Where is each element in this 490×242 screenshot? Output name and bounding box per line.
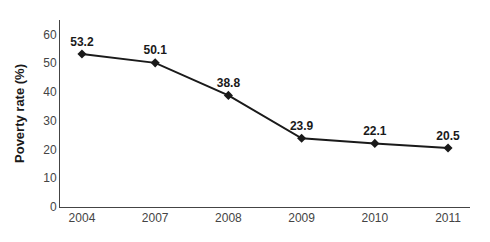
svg-text:10: 10 xyxy=(43,171,57,185)
svg-text:20.5: 20.5 xyxy=(436,129,460,143)
svg-text:53.2: 53.2 xyxy=(70,35,94,49)
svg-text:2011: 2011 xyxy=(435,211,461,225)
svg-text:Poverty rate (%): Poverty rate (%) xyxy=(12,64,27,163)
svg-text:2004: 2004 xyxy=(69,211,96,225)
svg-text:20: 20 xyxy=(43,143,57,157)
svg-text:22.1: 22.1 xyxy=(363,124,387,138)
svg-text:23.9: 23.9 xyxy=(290,119,314,133)
svg-text:2009: 2009 xyxy=(288,211,315,225)
svg-text:2008: 2008 xyxy=(215,211,242,225)
svg-text:38.8: 38.8 xyxy=(217,76,241,90)
svg-text:40: 40 xyxy=(43,85,57,99)
svg-text:30: 30 xyxy=(43,114,57,128)
svg-text:2010: 2010 xyxy=(361,211,388,225)
svg-text:0: 0 xyxy=(50,200,57,214)
svg-text:50.1: 50.1 xyxy=(144,43,168,57)
svg-text:2007: 2007 xyxy=(142,211,169,225)
svg-text:60: 60 xyxy=(43,28,57,42)
svg-text:50: 50 xyxy=(43,56,57,70)
